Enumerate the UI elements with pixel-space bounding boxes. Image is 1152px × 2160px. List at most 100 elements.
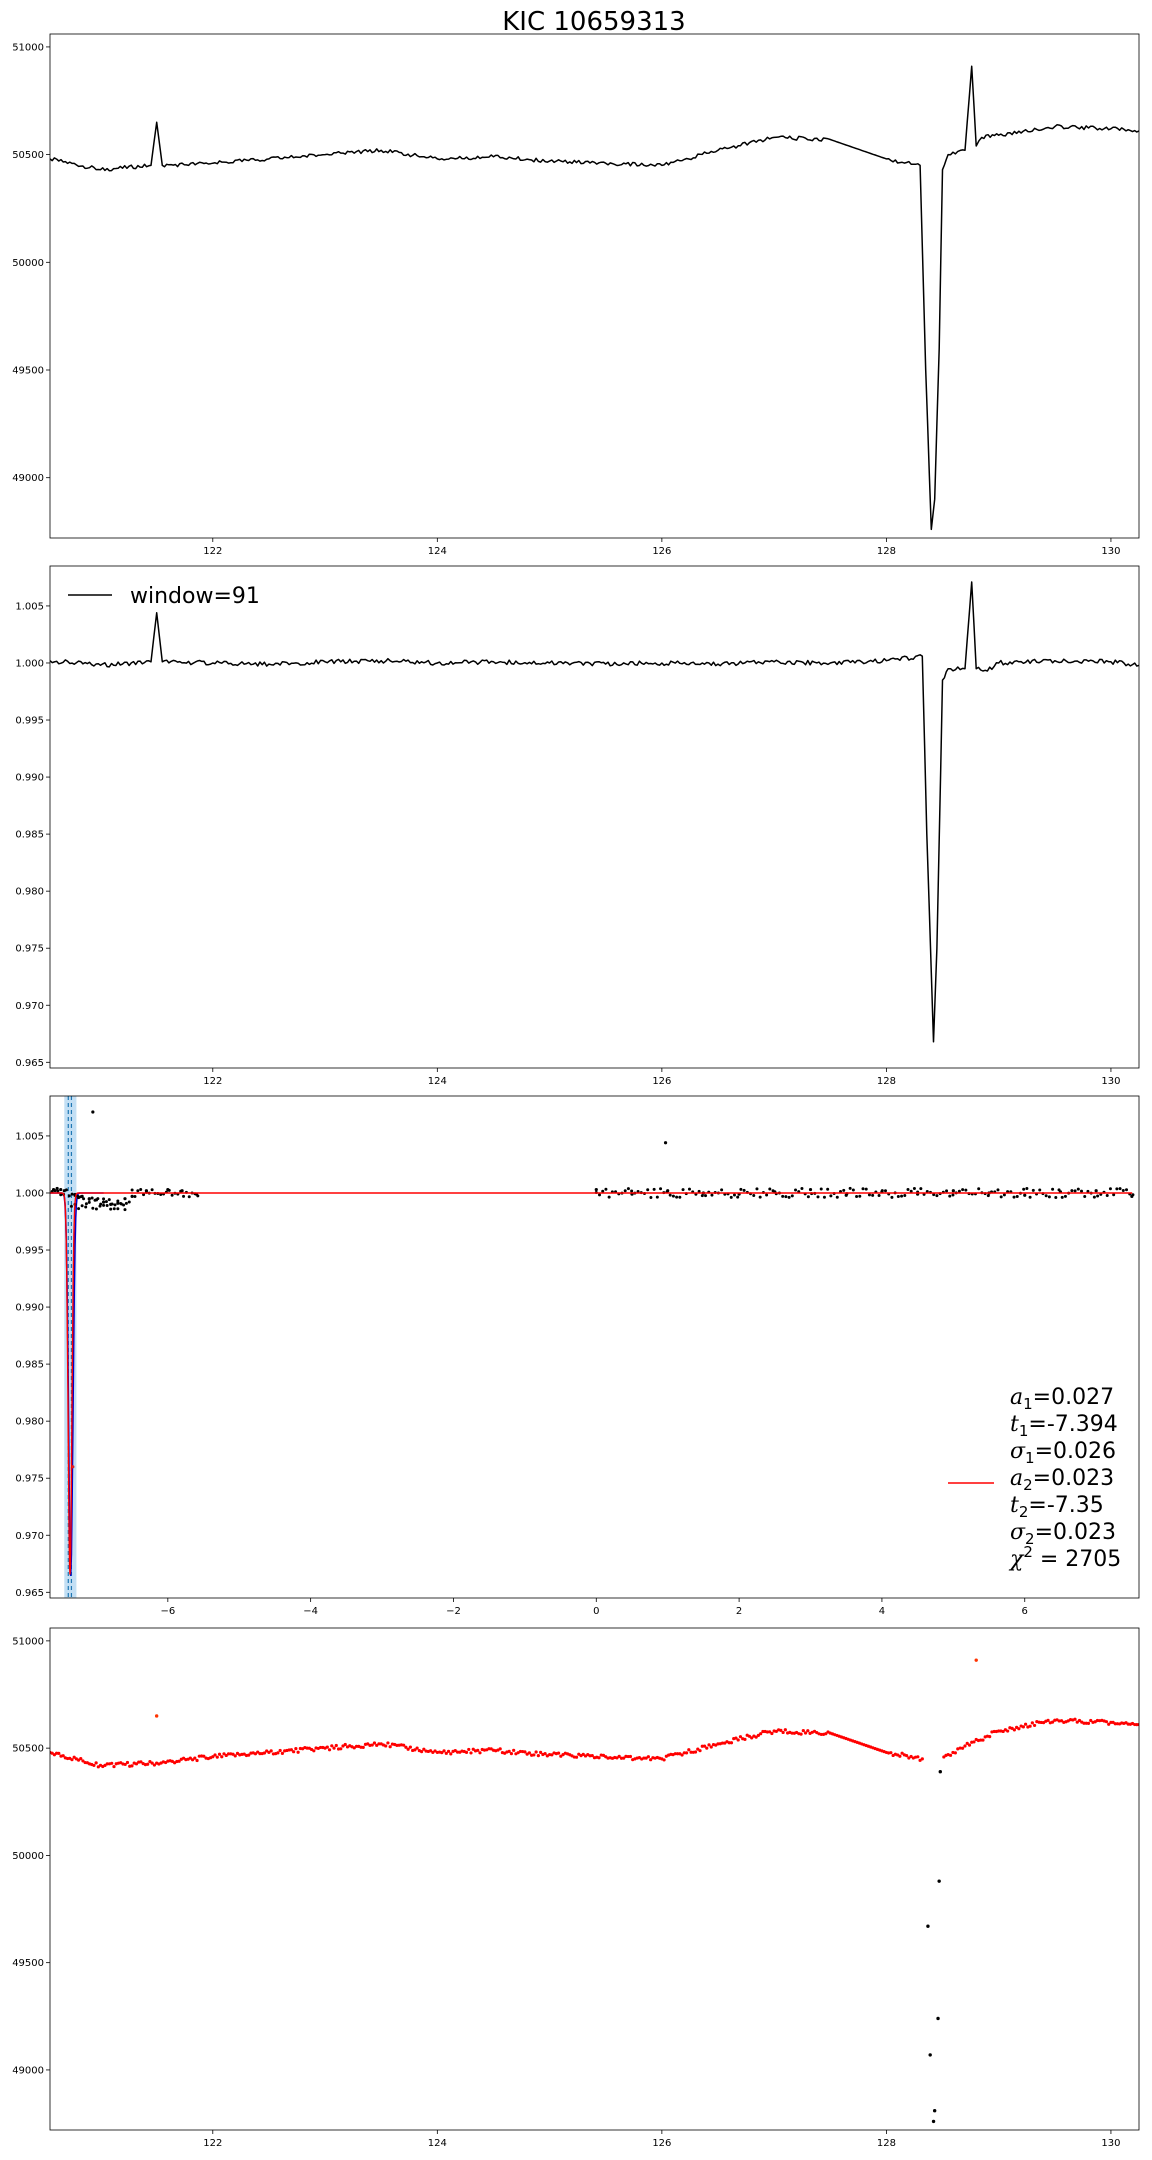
data-point bbox=[630, 1189, 634, 1193]
flux-point bbox=[134, 1762, 139, 1766]
data-point bbox=[102, 1197, 106, 1201]
flux-point bbox=[146, 1762, 150, 1766]
flux-point bbox=[224, 1753, 228, 1758]
legend-symbol: σ bbox=[1010, 1439, 1026, 1464]
flux-point bbox=[386, 1741, 390, 1745]
flux-point bbox=[738, 1735, 743, 1739]
axes-frame bbox=[49, 1627, 1140, 2131]
data-point bbox=[594, 1187, 598, 1192]
flux-point bbox=[276, 1751, 280, 1755]
data-point bbox=[1063, 1194, 1067, 1198]
flux-point bbox=[759, 1732, 763, 1736]
y-tick-label: 49500 bbox=[12, 1958, 44, 1969]
flux-series-line bbox=[50, 65, 1139, 531]
flux-point bbox=[801, 1729, 805, 1733]
flux-point bbox=[256, 1750, 260, 1754]
data-point bbox=[1015, 1194, 1019, 1198]
legend-symbol: a bbox=[1010, 1466, 1023, 1491]
y-tick-label: 49000 bbox=[12, 473, 44, 484]
flux-point bbox=[953, 1751, 957, 1755]
data-point bbox=[839, 1189, 843, 1193]
legend-subscript: 1 bbox=[1023, 1395, 1033, 1413]
flux-point-eclipse bbox=[932, 2108, 937, 2113]
flux-point bbox=[716, 1742, 720, 1746]
flux-point bbox=[103, 1763, 107, 1767]
data-point bbox=[107, 1198, 111, 1202]
flux-point bbox=[402, 1743, 406, 1747]
flux-point bbox=[1089, 1718, 1093, 1723]
normalized-series-line bbox=[50, 581, 1139, 1043]
y-tick-label: 0.980 bbox=[15, 887, 44, 898]
flux-point bbox=[702, 1744, 707, 1748]
flux-point bbox=[440, 1751, 444, 1755]
data-point bbox=[636, 1189, 640, 1193]
flux-point bbox=[649, 1758, 653, 1762]
flux-point bbox=[213, 1753, 217, 1757]
flux-point bbox=[1104, 1720, 1109, 1724]
flux-point bbox=[543, 1752, 547, 1756]
data-point bbox=[681, 1188, 685, 1192]
x-tick-label: 124 bbox=[428, 2138, 447, 2149]
data-point bbox=[166, 1187, 170, 1192]
legend-value: =-7.35 bbox=[1028, 1493, 1103, 1518]
flux-point bbox=[628, 1754, 633, 1759]
flux-point bbox=[770, 1731, 774, 1736]
data-point bbox=[816, 1195, 820, 1199]
y-tick-label: 50500 bbox=[12, 1744, 44, 1755]
flux-point bbox=[61, 1754, 65, 1758]
flux-point bbox=[727, 1741, 731, 1745]
data-point bbox=[951, 1189, 955, 1193]
flux-point bbox=[898, 1754, 902, 1758]
flux-point bbox=[736, 1738, 740, 1742]
flux-point bbox=[1032, 1723, 1037, 1728]
data-point bbox=[180, 1189, 184, 1193]
flux-point bbox=[734, 1736, 738, 1740]
data-point bbox=[59, 1193, 63, 1197]
data-point bbox=[150, 1188, 154, 1192]
x-tick-label: 126 bbox=[652, 546, 671, 557]
data-point bbox=[957, 1189, 961, 1193]
flux-point bbox=[453, 1748, 457, 1753]
flux-point bbox=[444, 1751, 448, 1755]
data-point bbox=[752, 1194, 756, 1198]
flux-point bbox=[110, 1761, 114, 1765]
data-point bbox=[69, 1204, 73, 1208]
data-point bbox=[900, 1194, 904, 1198]
legend-label: window=91 bbox=[130, 584, 260, 609]
y-tick-label: 50000 bbox=[12, 1851, 44, 1862]
flux-point bbox=[997, 1729, 1001, 1733]
x-tick-label: 126 bbox=[652, 2138, 671, 2149]
x-tick-label: 130 bbox=[1101, 546, 1120, 557]
data-point bbox=[668, 1193, 672, 1197]
x-tick-label: 128 bbox=[877, 546, 896, 557]
axes-frame bbox=[49, 33, 1140, 539]
flux-point bbox=[509, 1751, 514, 1756]
flux-point bbox=[330, 1744, 334, 1748]
flux-point bbox=[280, 1751, 284, 1755]
flux-point bbox=[150, 1761, 154, 1765]
data-point bbox=[139, 1187, 143, 1191]
data-point bbox=[1086, 1189, 1090, 1193]
flux-point bbox=[341, 1744, 345, 1748]
flux-point bbox=[967, 1743, 972, 1747]
data-point bbox=[758, 1195, 762, 1199]
data-point bbox=[59, 1187, 63, 1192]
flux-point bbox=[1017, 1727, 1021, 1731]
data-point bbox=[1125, 1188, 1129, 1192]
flux-point bbox=[190, 1758, 195, 1762]
data-point bbox=[101, 1200, 106, 1204]
flux-point bbox=[747, 1734, 752, 1738]
data-point bbox=[948, 1194, 952, 1198]
data-point bbox=[710, 1193, 714, 1197]
data-point bbox=[51, 1187, 56, 1192]
flux-point bbox=[1021, 1725, 1025, 1729]
y-tick-label: 49000 bbox=[12, 2065, 44, 2076]
flux-point bbox=[799, 1732, 803, 1736]
x-tick-label: 0 bbox=[593, 1606, 599, 1617]
flux-point bbox=[597, 1756, 601, 1760]
flux-point bbox=[408, 1745, 412, 1749]
data-point bbox=[84, 1202, 88, 1206]
data-point bbox=[56, 1189, 60, 1193]
data-point bbox=[678, 1195, 682, 1199]
